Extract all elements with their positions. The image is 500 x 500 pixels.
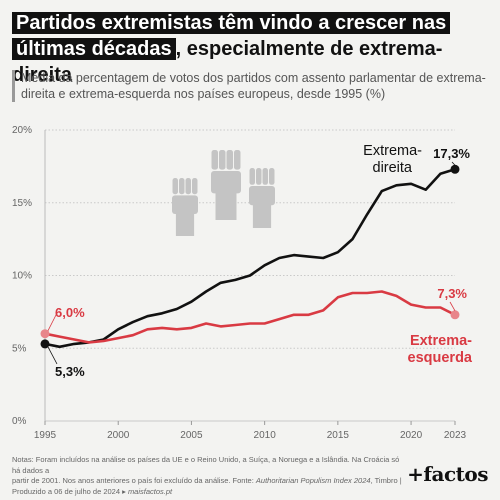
series-name-extrema-direita-line-2: direita (373, 160, 413, 176)
y-tick-label: 20% (12, 125, 32, 136)
notes: Notas: Foram incluídos na análise os paí… (12, 455, 407, 497)
end-label-extrema-esquerda: 7,3% (437, 286, 467, 301)
y-tick-label: 0% (12, 416, 27, 427)
brand-logo: +factos (407, 462, 488, 486)
leader-end-direita (451, 161, 456, 166)
start-label-extrema-direita: 5,3% (55, 364, 85, 379)
title-line-2: últimas décadas (16, 38, 172, 60)
series-line-extrema-esquerda (43, 290, 457, 344)
title-line-1: Partidos extremistas têm vindo a crescer… (16, 12, 447, 34)
end-point-extrema-esquerda (450, 310, 460, 320)
start-label-extrema-esquerda: 6,0% (55, 305, 85, 320)
x-tick-label: 2005 (180, 430, 203, 441)
notes-site[interactable]: maisfactos.pt (127, 486, 173, 496)
x-tick-label: 2000 (107, 430, 130, 441)
y-tick-label: 10% (12, 271, 32, 282)
notes-line-3-prefix: Produzido a 06 de julho de 2024 ▸ (12, 486, 128, 496)
x-tick-label: 2020 (400, 430, 423, 441)
series-name-extrema-esquerda-line-2: esquerda (408, 350, 473, 366)
y-tick-label: 15% (12, 198, 32, 209)
notes-line-2-suffix: , Timbro | (370, 476, 402, 485)
leader-start-direita (47, 346, 58, 365)
x-tick-label: 2010 (254, 430, 277, 441)
start-point-extrema-esquerda (40, 329, 50, 339)
chart-subtitle: Média da percentagem de votos dos partid… (12, 70, 488, 102)
leader-start-esquerda (47, 312, 58, 331)
raised-fists-icon (172, 150, 275, 236)
x-tick-label: 2023 (444, 430, 467, 441)
series-name-extrema-esquerda-line-1: Extrema- (410, 333, 472, 349)
x-tick-label: 2015 (327, 430, 350, 441)
series-line-extrema-direita (43, 168, 457, 349)
title-rest: , especialmente de extrema-direita (12, 38, 443, 86)
start-point-extrema-direita (40, 339, 50, 349)
y-tick-label: 5% (12, 343, 27, 354)
notes-source: Authoritarian Populism Index 2024 (255, 476, 371, 485)
x-tick-label: 1995 (34, 430, 57, 441)
leader-end-esquerda (449, 301, 456, 311)
notes-line-1: Notas: Foram incluídos na análise os paí… (12, 455, 400, 475)
series-name-extrema-direita-line-1: Extrema- (363, 143, 422, 159)
chart-title: Partidos extremistas têm vindo a crescer… (12, 10, 492, 88)
notes-line-2-prefix: partir de 2001. Nos anos anteriores o pa… (12, 476, 256, 485)
end-label-extrema-direita: 17,3% (433, 146, 470, 161)
end-point-extrema-direita (450, 164, 460, 174)
